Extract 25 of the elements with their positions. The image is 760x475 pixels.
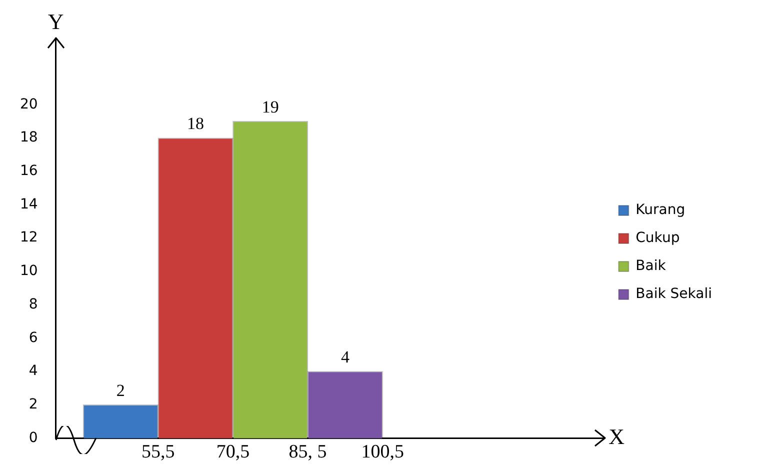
y-axis-title: Y xyxy=(48,8,64,34)
y-tick-label: 8 xyxy=(28,296,38,312)
data-label: 18 xyxy=(187,114,204,134)
y-tick-label: 10 xyxy=(20,263,38,280)
x-tick-label: 100,5 xyxy=(361,442,404,463)
x-tick-label: 85, 5 xyxy=(288,442,327,463)
y-tick-label: 14 xyxy=(20,196,38,212)
legend-label: Kurang xyxy=(636,202,686,218)
x-axis-title: X xyxy=(608,424,625,449)
y-tick-label: 4 xyxy=(28,363,38,380)
legend-label: Baik xyxy=(636,258,667,274)
y-tick-label: 6 xyxy=(28,330,38,346)
legend-label: Baik Sekali xyxy=(636,286,712,302)
y-tick-label: 2 xyxy=(28,396,38,412)
y-tick-label: 0 xyxy=(28,430,38,446)
data-label: 2 xyxy=(116,380,125,400)
x-tick-label: 70,5 xyxy=(216,442,250,463)
legend-label: Cukup xyxy=(636,230,680,246)
x-tick-label: 55,5 xyxy=(141,442,175,463)
data-label: 19 xyxy=(262,97,279,116)
y-tick-label: 12 xyxy=(20,230,38,246)
y-tick-label: 16 xyxy=(20,163,38,180)
data-label: 4 xyxy=(340,347,350,366)
y-tick-label: 20 xyxy=(20,96,38,112)
y-tick-label: 18 xyxy=(20,130,38,146)
